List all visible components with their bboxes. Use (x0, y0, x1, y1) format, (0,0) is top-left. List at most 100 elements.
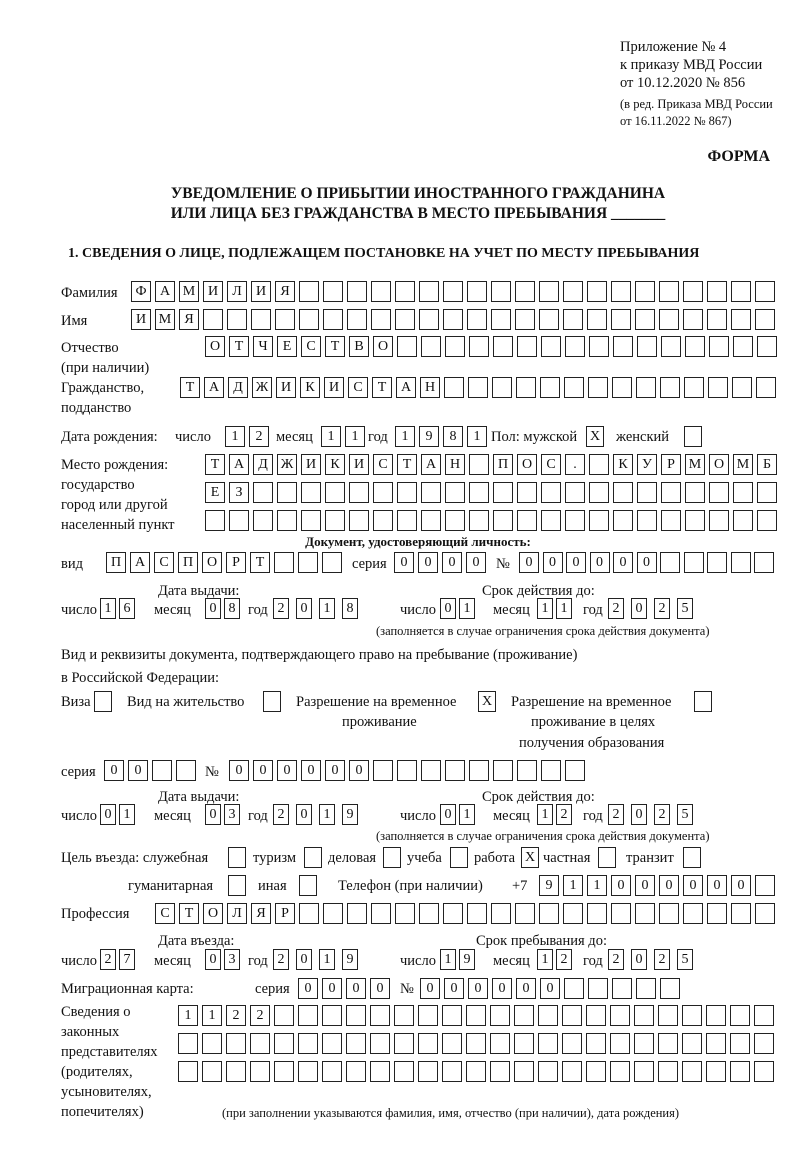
letter-cell[interactable] (397, 760, 417, 781)
letter-cell[interactable] (730, 552, 751, 573)
letter-cell[interactable] (731, 309, 751, 330)
letter-cell[interactable]: 0 (466, 552, 486, 573)
letter-cell[interactable]: О (373, 336, 393, 357)
letter-cell[interactable] (491, 309, 511, 330)
letter-cell[interactable]: 0 (659, 875, 679, 896)
letter-cell[interactable] (754, 1005, 774, 1026)
letter-cell[interactable]: Д (228, 377, 248, 398)
letter-cell[interactable]: Н (445, 454, 465, 475)
letter-cell[interactable] (661, 482, 681, 503)
letter-cell[interactable]: С (373, 454, 393, 475)
letter-cell[interactable]: 0 (298, 978, 318, 999)
letter-cell[interactable]: 2 (654, 804, 670, 825)
letter-cell[interactable]: 1 (467, 426, 487, 447)
letter-cell[interactable] (685, 336, 705, 357)
letter-cell[interactable]: 0 (349, 760, 369, 781)
letter-cell[interactable]: 1 (321, 426, 341, 447)
letter-cell[interactable] (445, 336, 465, 357)
letter-cell[interactable] (419, 309, 439, 330)
letter-cell[interactable]: А (204, 377, 224, 398)
letter-cell[interactable]: С (155, 903, 175, 924)
letter-cell[interactable]: 0 (418, 552, 438, 573)
letter-cell[interactable]: 0 (589, 552, 610, 573)
letter-cell[interactable]: 9 (419, 426, 439, 447)
letter-cell[interactable] (612, 377, 632, 398)
letter-cell[interactable]: 2 (250, 1005, 270, 1026)
letter-cell[interactable] (611, 309, 631, 330)
letter-cell[interactable] (709, 510, 729, 531)
letter-cell[interactable]: 0 (322, 978, 342, 999)
letter-cell[interactable]: О (517, 454, 537, 475)
letter-cell[interactable] (538, 1005, 558, 1026)
letter-cell[interactable] (709, 482, 729, 503)
letter-cell[interactable] (565, 336, 585, 357)
letter-cell[interactable] (541, 482, 561, 503)
letter-cell[interactable] (660, 978, 680, 999)
letter-cell[interactable] (251, 309, 271, 330)
letter-cell[interactable] (707, 552, 727, 573)
letter-cell[interactable]: В (349, 336, 369, 357)
letter-cell[interactable]: И (349, 454, 369, 475)
letter-cell[interactable]: А (130, 552, 150, 573)
letter-cell[interactable]: 7 (119, 949, 135, 970)
letter-cell[interactable]: 0 (442, 552, 462, 573)
letter-cell[interactable] (755, 309, 775, 330)
letter-cell[interactable] (323, 309, 343, 330)
letter-cell[interactable] (253, 510, 273, 531)
letter-cell[interactable] (635, 281, 655, 302)
letter-cell[interactable] (371, 309, 391, 330)
letter-cell[interactable]: 5 (677, 598, 693, 619)
letter-cell[interactable] (706, 1005, 726, 1026)
letter-cell[interactable] (514, 1005, 534, 1026)
letter-cell[interactable]: 9 (459, 949, 475, 970)
letter-cell[interactable] (202, 1061, 222, 1082)
letter-cell[interactable] (658, 1061, 678, 1082)
letter-cell[interactable]: 1 (345, 426, 365, 447)
letter-cell[interactable] (421, 336, 441, 357)
letter-cell[interactable] (660, 377, 680, 398)
letter-cell[interactable] (587, 903, 607, 924)
letter-cell[interactable] (514, 1061, 534, 1082)
letter-cell[interactable]: 0 (707, 875, 727, 896)
letter-cell[interactable]: Д (253, 454, 273, 475)
letter-cell[interactable] (634, 1061, 654, 1082)
letter-cell[interactable]: 8 (224, 598, 240, 619)
letter-cell[interactable]: Т (372, 377, 392, 398)
letter-cell[interactable] (445, 510, 465, 531)
letter-cell[interactable]: П (106, 552, 126, 573)
residence-checkbox[interactable] (263, 691, 281, 712)
letter-cell[interactable]: 1 (202, 1005, 222, 1026)
letter-cell[interactable]: 1 (225, 426, 245, 447)
letter-cell[interactable] (418, 1033, 438, 1054)
letter-cell[interactable]: 1 (459, 804, 475, 825)
letter-cell[interactable]: 0 (301, 760, 321, 781)
letter-cell[interactable]: С (154, 552, 174, 573)
letter-cell[interactable] (565, 760, 585, 781)
letter-cell[interactable] (611, 281, 631, 302)
letter-cell[interactable]: И (276, 377, 296, 398)
letter-cell[interactable]: 2 (273, 949, 289, 970)
letter-cell[interactable] (730, 1033, 750, 1054)
letter-cell[interactable]: Я (179, 309, 199, 330)
letter-cell[interactable] (562, 1005, 582, 1026)
purpose-other-checkbox[interactable] (299, 875, 317, 896)
letter-cell[interactable]: П (493, 454, 513, 475)
letter-cell[interactable] (682, 1061, 702, 1082)
purpose-business-checkbox[interactable] (383, 847, 401, 868)
letter-cell[interactable] (635, 903, 655, 924)
letter-cell[interactable] (733, 482, 753, 503)
letter-cell[interactable]: 0 (636, 552, 657, 573)
letter-cell[interactable] (707, 309, 727, 330)
letter-cell[interactable] (564, 377, 584, 398)
letter-cell[interactable] (274, 1005, 294, 1026)
letter-cell[interactable]: 1 (119, 804, 135, 825)
letter-cell[interactable]: 1 (440, 949, 456, 970)
letter-cell[interactable] (442, 1061, 462, 1082)
letter-cell[interactable] (683, 903, 703, 924)
letter-cell[interactable] (152, 760, 172, 781)
letter-cell[interactable] (515, 281, 535, 302)
temp-residence-checkbox[interactable]: X (478, 691, 496, 712)
letter-cell[interactable] (539, 309, 559, 330)
letter-cell[interactable] (250, 1033, 270, 1054)
letter-cell[interactable] (541, 510, 561, 531)
